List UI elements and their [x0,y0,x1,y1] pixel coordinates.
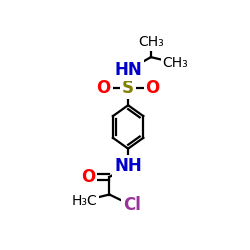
Text: H₃C: H₃C [72,194,97,207]
Text: NH: NH [114,157,142,175]
Text: S: S [122,79,134,97]
Text: O: O [146,79,160,97]
Text: Cl: Cl [123,196,140,214]
Text: CH₃: CH₃ [162,56,188,70]
Text: O: O [81,168,95,186]
Text: HN: HN [114,61,142,79]
Text: CH₃: CH₃ [138,35,164,49]
Text: O: O [96,79,111,97]
